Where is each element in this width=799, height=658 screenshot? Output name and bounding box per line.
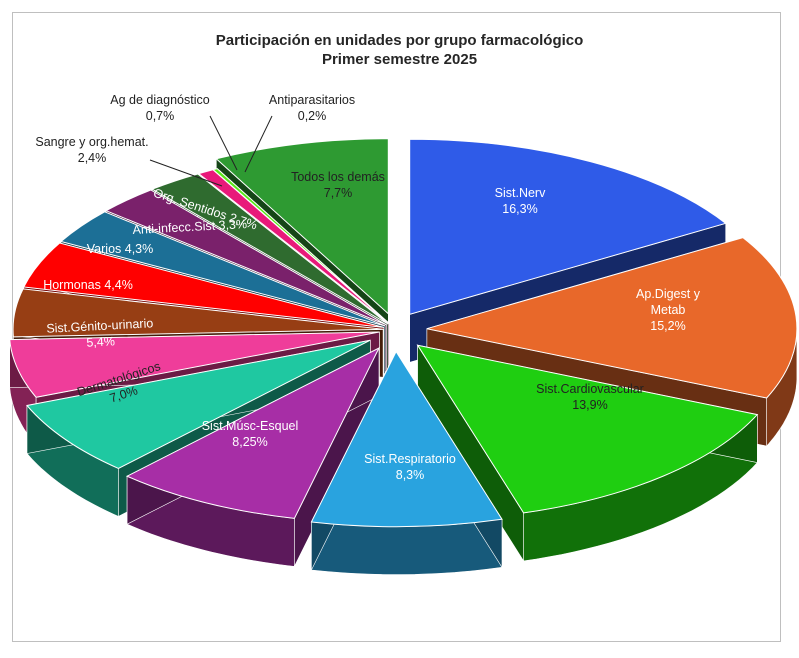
slice-label-name-1: Metab (651, 303, 686, 317)
pie-slice-sist-nerv (409, 138, 727, 315)
slice-label-name-2: Sist.Cardiovascular (536, 382, 644, 396)
pie-slice-hormonas (12, 288, 384, 338)
slice-label-name-4: Sist.Músc-Esquel (202, 419, 299, 433)
slice-label-value-6: 5,4% (86, 334, 115, 349)
slice-label-name-12: Ag de diagnóstico (110, 93, 209, 107)
slice-label-value-13: 0,2% (298, 109, 327, 123)
pie-slice-todos-los-dem-s (215, 138, 389, 315)
slice-label-13: Antiparasitarios 0,2% (269, 93, 355, 123)
chart-subtitle: Primer semestre 2025 (321, 51, 478, 68)
slice-label-6: Sist.Génito-urinario5,4% (46, 316, 154, 352)
slice-label-8: Varios 4,3% (87, 242, 153, 256)
slice-label-text-8: Varios 4,3% (87, 242, 153, 256)
slice-label-4: Sist.Músc-Esquel 8,25% (202, 419, 299, 449)
slice-label-name-0: Sist.Nerv (495, 186, 546, 200)
slice-label-value-1: 15,2% (650, 319, 685, 333)
pie-slice-varios (23, 242, 384, 328)
slice-label-0: Sist.Nerv 16,3% (495, 186, 546, 216)
pie-slice-sist-g-nito-urinario (9, 331, 380, 398)
pie-slice-ap-digest-y-metab (426, 237, 798, 399)
slice-label-2: Sist.Cardiovascular 13,9% (536, 382, 644, 412)
slice-label-value-11: 2,4% (78, 151, 107, 165)
slice-wall-3 (311, 518, 503, 575)
pie-slice-sangre-y-org-hemat- (151, 173, 389, 325)
slice-label-value-3: 8,3% (396, 468, 425, 482)
slice-label-14: Todos los demás 7,7% (291, 170, 385, 200)
pie-slice-sist-respiratorio (310, 350, 503, 528)
slice-label-value-2: 13,9% (572, 398, 607, 412)
pie-slice-dermatol-gicos (26, 339, 371, 469)
pie-slice-antiparasitarios (212, 168, 390, 324)
leader-line-13 (244, 115, 273, 173)
chart-title: Participación en unidades por grupo farm… (215, 32, 584, 49)
pie-slice-org-sentidos (104, 189, 387, 326)
pie-slice-sist-m-sc-esquel (125, 346, 381, 519)
leader-line-11 (149, 159, 223, 187)
slice-label-value-0: 16,3% (502, 202, 537, 216)
slice-label-value-4: 8,25% (232, 435, 267, 449)
slice-label-name-11: Sangre y org.hemat. (35, 135, 148, 149)
slice-label-9: Anti-infecc.Sist 3,3% (132, 217, 247, 237)
slice-label-name-1: Ap.Digest y (636, 287, 701, 301)
slice-label-1: Ap.Digest y Metab 15,2% (636, 287, 701, 333)
slice-label-7: Hormonas 4,4% (43, 278, 133, 292)
leader-line-12 (209, 115, 238, 171)
slice-label-name-6: Sist.Génito-urinario (46, 316, 154, 336)
slice-label-value-12: 0,7% (146, 109, 175, 123)
slice-label-value-14: 7,7% (324, 186, 353, 200)
slice-label-12: Ag de diagnóstico 0,7% (110, 93, 209, 123)
slice-label-11: Sangre y org.hemat. 2,4% (35, 135, 148, 165)
pie-slice-sist-cardiovascular (416, 344, 759, 514)
pie-slice-anti-infecc-sist (59, 211, 386, 327)
slice-label-text-9: Anti-infecc.Sist 3,3% (132, 217, 247, 237)
slice-label-name-3: Sist.Respiratorio (364, 452, 456, 466)
slice-label-name-14: Todos los demás (291, 170, 385, 184)
slice-label-name-13: Antiparasitarios (269, 93, 355, 107)
slice-label-3: Sist.Respiratorio 8,3% (364, 452, 456, 482)
slice-label-text-7: Hormonas 4,4% (43, 278, 133, 292)
